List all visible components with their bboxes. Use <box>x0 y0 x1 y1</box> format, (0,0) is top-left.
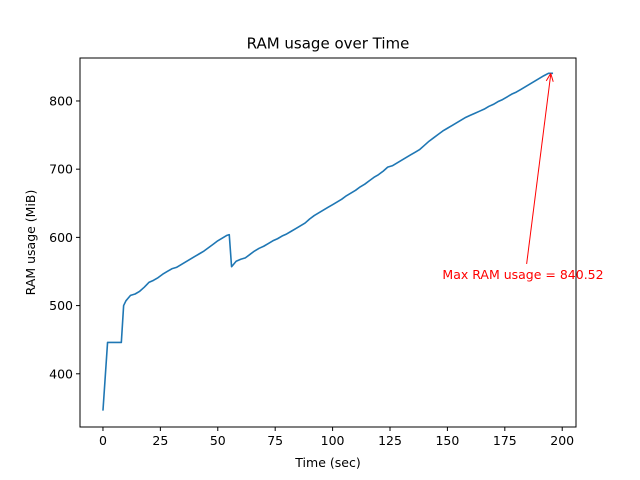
ram-usage-line <box>102 72 554 411</box>
x-tick-label: 25 <box>152 433 168 448</box>
y-axis: 400 500 600 700 800 <box>49 93 80 381</box>
x-axis: 0 25 50 75 100 125 150 175 200 <box>99 427 574 448</box>
x-tick-label: 75 <box>267 433 283 448</box>
x-tick-label: 150 <box>435 433 459 448</box>
x-axis-title: Time (sec) <box>294 455 360 470</box>
chart-title: RAM usage over Time <box>247 35 410 53</box>
x-tick-label: 125 <box>378 433 402 448</box>
y-tick-label: 400 <box>49 366 73 381</box>
annotation: Max RAM usage = 840.52 <box>442 73 604 282</box>
y-tick-label: 800 <box>49 93 73 108</box>
x-tick-label: 50 <box>210 433 226 448</box>
y-tick-label: 500 <box>49 298 73 313</box>
plot-area <box>79 57 577 428</box>
axes-frame <box>79 57 577 428</box>
x-tick-label: 100 <box>321 433 345 448</box>
max-ram-annotation-text: Max RAM usage = 840.52 <box>442 267 603 282</box>
x-tick-label: 200 <box>550 433 574 448</box>
annotation-arrow-head <box>545 73 554 82</box>
series-layer <box>102 72 554 411</box>
annotation-arrow-shaft <box>526 74 552 265</box>
y-axis-title: RAM usage (MiB) <box>23 190 38 296</box>
x-tick-label: 175 <box>493 433 517 448</box>
y-tick-label: 700 <box>49 162 73 177</box>
y-tick-label: 600 <box>49 230 73 245</box>
x-tick-label: 0 <box>99 433 107 448</box>
